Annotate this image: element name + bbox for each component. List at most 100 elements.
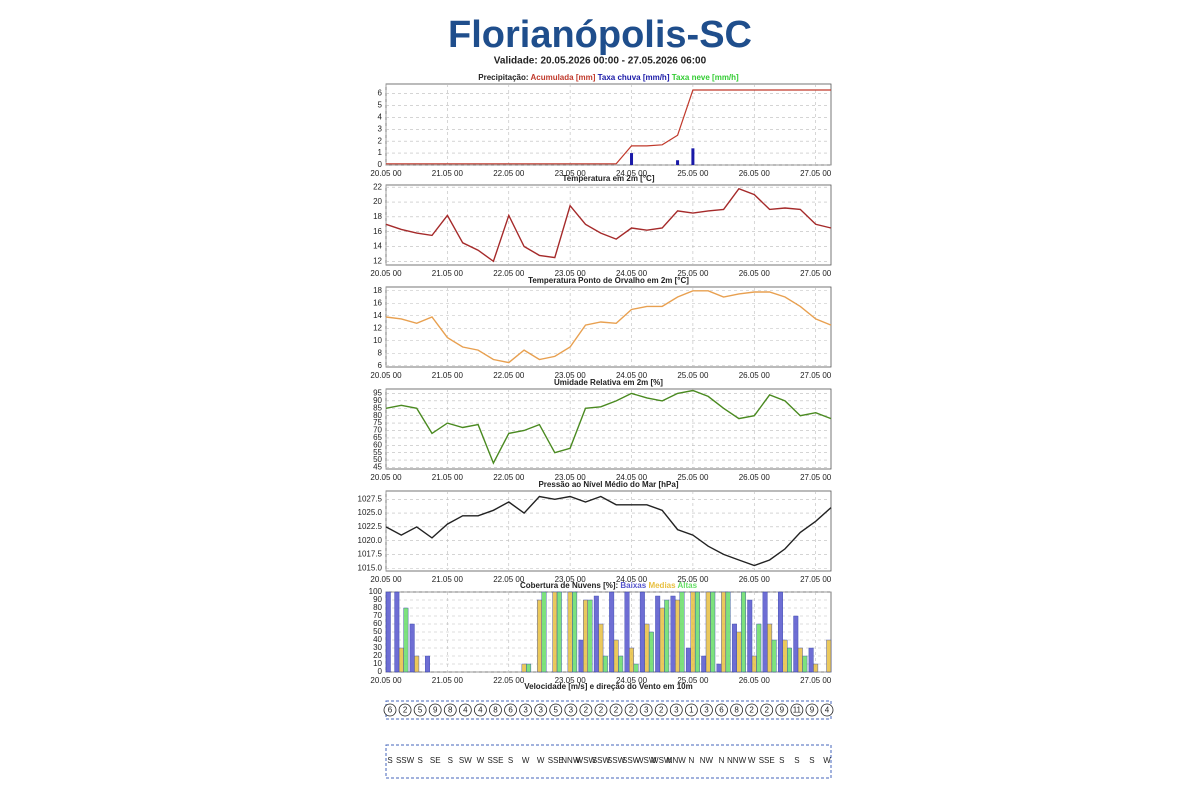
wind-speed-marker: [428, 703, 442, 717]
wind-direction-label: WSW: [636, 756, 657, 765]
data-line: [385, 187, 832, 263]
bar: [629, 647, 634, 673]
y-tick-label: 8: [378, 348, 383, 357]
y-tick-label: 1: [378, 148, 383, 157]
bar: [808, 647, 814, 673]
x-tick-label: 26.05 00: [739, 269, 771, 278]
x-tick-label: 23.05 00: [555, 371, 587, 380]
chart-title: Precipitação: Acumulada [mm] Taxa chuva …: [478, 73, 739, 82]
wind-speed-marker: [564, 703, 578, 717]
x-tick-label: 27.05 00: [800, 169, 832, 178]
bar: [694, 591, 700, 673]
y-tick-label: 0: [378, 667, 383, 676]
x-tick-label: 21.05 00: [432, 269, 464, 278]
wind-speed-label: 3: [704, 706, 709, 715]
bar: [567, 591, 573, 673]
y-tick-label: 5: [378, 101, 383, 110]
y-tick-label: 50: [373, 627, 382, 636]
wind-direction-label: SSW: [396, 756, 415, 765]
y-tick-label: 6: [378, 361, 383, 370]
wind-speed-marker: [383, 703, 397, 717]
wind-speed-marker: [745, 703, 759, 717]
bar: [633, 663, 639, 673]
x-tick-label: 24.05 00: [616, 169, 648, 178]
wind-direction-label: W: [522, 756, 530, 765]
x-tick-label: 20.05 00: [370, 676, 402, 685]
x-tick-label: 25.05 00: [677, 371, 709, 380]
y-tick-label: 1027.5: [358, 494, 383, 503]
bar: [710, 591, 716, 673]
bar: [664, 599, 670, 673]
wind-direction-label: S: [779, 756, 784, 765]
wind-direction-label: WSW: [576, 756, 597, 765]
plot-area: [385, 83, 832, 166]
y-tick-label: 14: [373, 242, 382, 251]
page-title: Florianópolis-SC: [448, 14, 752, 56]
x-tick-label: 22.05 00: [493, 575, 525, 584]
wind-speed-marker: [654, 703, 668, 717]
y-tick-label: 55: [373, 448, 382, 457]
bar: [701, 655, 707, 673]
chart-title: Umidade Relativa em 2m [%]: [554, 378, 663, 387]
bar: [793, 615, 799, 673]
chart-title: Cobertura de Nuvens [%]: Baixas Medias A…: [520, 581, 698, 590]
bar: [826, 639, 832, 673]
plot-area: [385, 388, 832, 470]
x-tick-label: 21.05 00: [432, 371, 464, 380]
x-tick-label: 23.05 00: [555, 169, 587, 178]
y-tick-label: 20: [373, 651, 382, 660]
x-tick-label: 26.05 00: [739, 169, 771, 178]
wind-direction-label: NW: [700, 756, 714, 765]
x-tick-label: 24.05 00: [616, 676, 648, 685]
bar: [813, 663, 819, 673]
wind-speed-marker: [730, 703, 743, 717]
wind-speed-label: 6: [388, 706, 393, 715]
x-tick-label: 27.05 00: [800, 269, 832, 278]
bar: [644, 623, 650, 673]
wind-speed-label: 6: [508, 706, 513, 715]
chart-title: Temperatura em 2m [°C]: [563, 174, 655, 183]
bar: [409, 623, 415, 673]
y-tick-label: 80: [373, 603, 382, 612]
bar: [679, 591, 685, 673]
bar: [670, 595, 676, 673]
bar: [797, 647, 803, 673]
wind-speed-label: 2: [614, 706, 619, 715]
bar: [691, 148, 695, 165]
bar: [787, 647, 792, 673]
bar: [685, 647, 691, 673]
y-tick-label: 14: [373, 311, 382, 320]
y-tick-label: 50: [373, 455, 382, 464]
bar: [756, 623, 762, 673]
bar: [721, 591, 727, 673]
wind-speed-marker: [594, 703, 608, 717]
x-tick-label: 25.05 00: [677, 473, 709, 482]
chart-title: Pressão ao Nível Médio do Mar [hPa]: [538, 480, 678, 489]
wind-speed-marker: [519, 703, 533, 717]
data-line: [385, 495, 832, 567]
wind-speed-marker: [624, 703, 638, 717]
y-tick-label: 95: [373, 389, 382, 398]
bar: [740, 591, 746, 673]
bar: [403, 607, 409, 673]
x-tick-label: 25.05 00: [677, 575, 709, 584]
x-tick-label: 20.05 00: [370, 473, 402, 482]
bar: [802, 655, 808, 673]
wind-direction-box: [385, 744, 832, 779]
wind-speed-marker: [458, 703, 472, 717]
wind-speed-marker: [413, 703, 427, 717]
y-tick-label: 90: [373, 595, 382, 604]
legend-entry: Taxa chuva [mm/h]: [598, 73, 670, 82]
y-tick-label: 2: [378, 136, 383, 145]
wind-speed-label: 2: [629, 706, 634, 715]
wind-speed-marker: [790, 703, 804, 717]
bar: [613, 639, 619, 673]
bar: [624, 591, 630, 673]
wind-speed-label: 3: [523, 706, 528, 715]
bar: [618, 655, 624, 673]
wind-speed-marker: [549, 703, 563, 717]
x-tick-label: 21.05 00: [432, 169, 464, 178]
x-tick-label: 21.05 00: [432, 473, 464, 482]
y-tick-label: 1015.0: [358, 563, 383, 572]
